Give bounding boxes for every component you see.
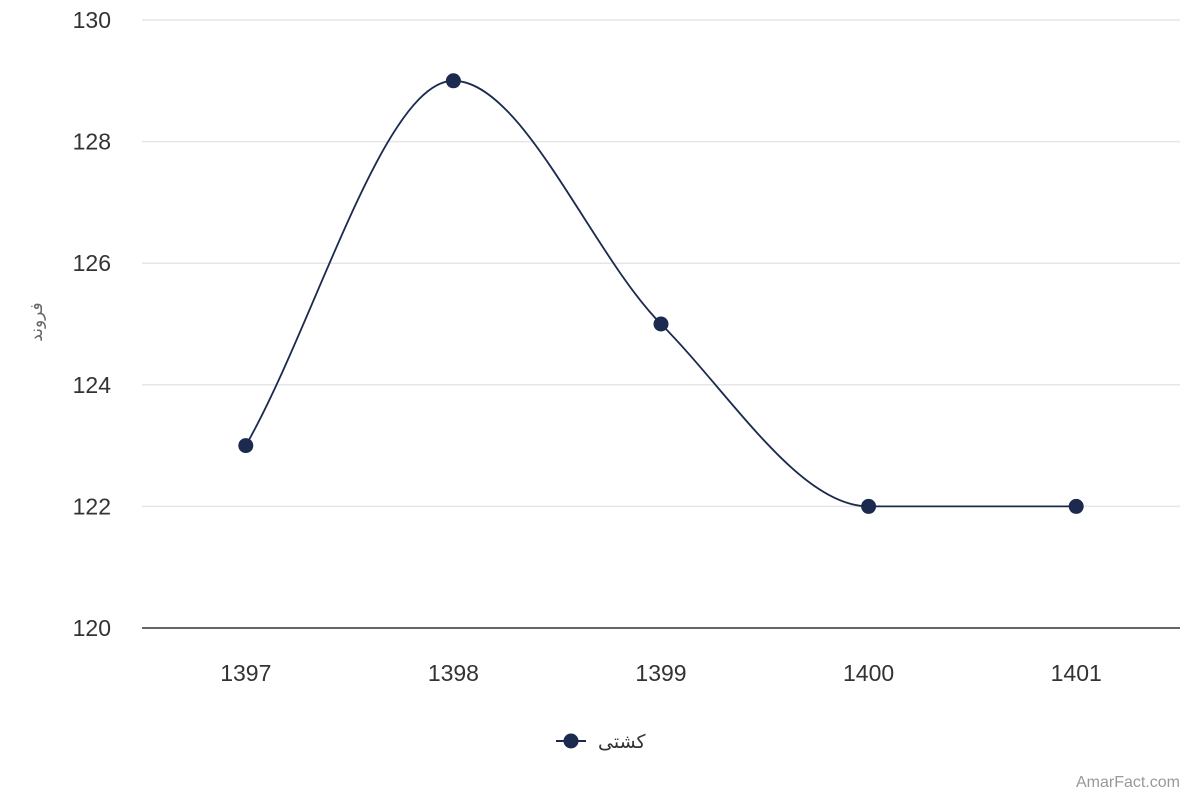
legend-series-label: کشتی (598, 731, 647, 753)
x-tick-label: 1399 (635, 660, 686, 686)
data-point[interactable] (1068, 498, 1084, 514)
credit-text[interactable]: AmarFact.com (1075, 774, 1180, 791)
data-point[interactable] (861, 498, 877, 514)
data-point[interactable] (238, 438, 254, 454)
data-point[interactable] (445, 73, 461, 89)
y-tick-label: 122 (73, 493, 111, 519)
series-line (245, 79, 1077, 508)
y-tick-label: 128 (73, 129, 111, 155)
legend-marker-dot (563, 733, 579, 749)
x-tick-label: 1401 (1051, 660, 1102, 686)
y-tick-label: 130 (73, 7, 111, 33)
x-tick-label: 1400 (843, 660, 894, 686)
gridlines (142, 19, 1180, 508)
series-layer (238, 73, 1084, 514)
y-axis-label: فروند (27, 302, 47, 341)
y-tick-label: 124 (73, 372, 112, 398)
x-tick-label: 1398 (428, 660, 479, 686)
legend[interactable]: کشتی (556, 731, 647, 753)
data-point[interactable] (653, 316, 669, 332)
y-tick-label: 120 (73, 615, 111, 641)
y-tick-label: 126 (73, 250, 111, 276)
x-axis-ticks: 1397 1398 1399 1400 1401 (220, 660, 1102, 686)
y-axis-ticks: 120 122 124 126 128 130 (73, 7, 112, 641)
x-tick-label: 1397 (220, 660, 271, 686)
